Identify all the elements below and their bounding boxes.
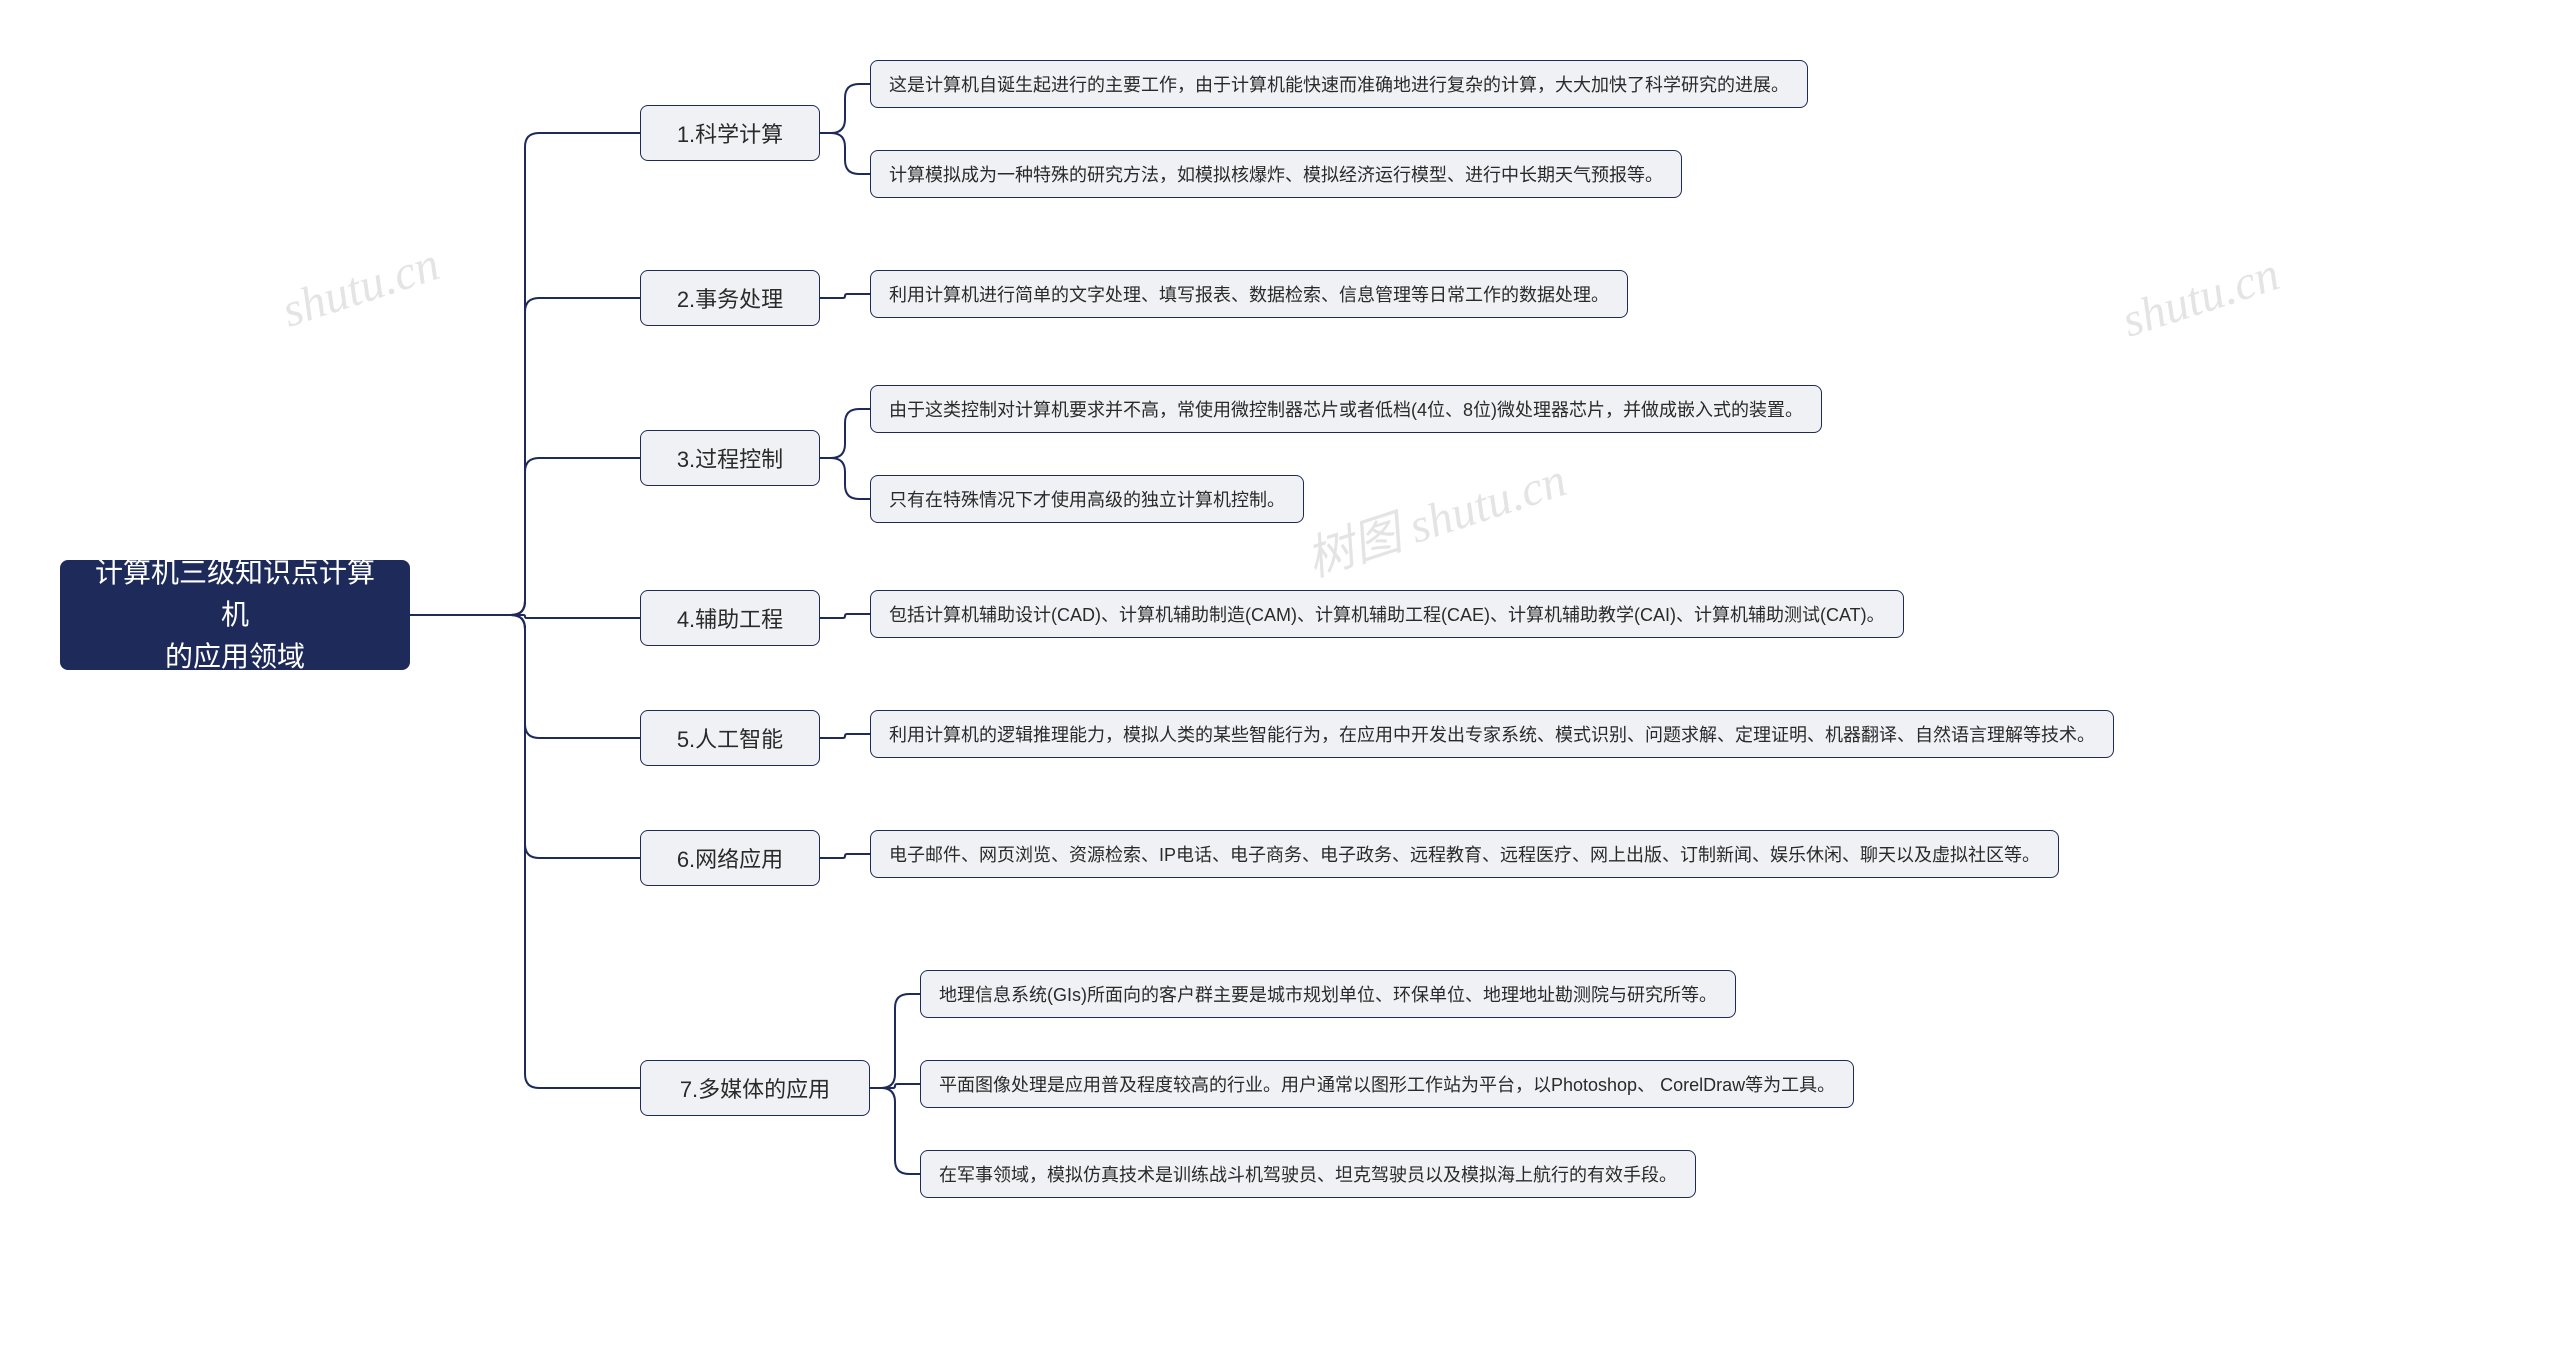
leaf-text: 只有在特殊情况下才使用高级的独立计算机控制。 xyxy=(889,486,1285,512)
leaf-node: 利用计算机的逻辑推理能力，模拟人类的某些智能行为，在应用中开发出专家系统、模式识… xyxy=(870,710,2114,758)
branch-label: 7.多媒体的应用 xyxy=(680,1072,830,1104)
leaf-text: 计算模拟成为一种特殊的研究方法，如模拟核爆炸、模拟经济运行模型、进行中长期天气预… xyxy=(889,161,1663,187)
branch-node-b5: 5.人工智能 xyxy=(640,710,820,766)
root-node: 计算机三级知识点计算机 的应用领域 xyxy=(60,560,410,670)
branch-node-b2: 2.事务处理 xyxy=(640,270,820,326)
leaf-text: 在军事领域，模拟仿真技术是训练战斗机驾驶员、坦克驾驶员以及模拟海上航行的有效手段… xyxy=(939,1161,1677,1187)
leaf-node: 由于这类控制对计算机要求并不高，常使用微控制器芯片或者低档(4位、8位)微处理器… xyxy=(870,385,1822,433)
branch-label: 5.人工智能 xyxy=(677,722,783,754)
watermark: shutu.cn xyxy=(2115,246,2285,348)
leaf-text: 电子邮件、网页浏览、资源检索、IP电话、电子商务、电子政务、远程教育、远程医疗、… xyxy=(889,841,2040,867)
root-line2: 的应用领域 xyxy=(165,636,305,678)
leaf-node: 电子邮件、网页浏览、资源检索、IP电话、电子商务、电子政务、远程教育、远程医疗、… xyxy=(870,830,2059,878)
leaf-text: 这是计算机自诞生起进行的主要工作，由于计算机能快速而准确地进行复杂的计算，大大加… xyxy=(889,71,1789,97)
leaf-text: 利用计算机的逻辑推理能力，模拟人类的某些智能行为，在应用中开发出专家系统、模式识… xyxy=(889,721,2095,747)
leaf-text: 利用计算机进行简单的文字处理、填写报表、数据检索、信息管理等日常工作的数据处理。 xyxy=(889,281,1609,307)
leaf-node: 在军事领域，模拟仿真技术是训练战斗机驾驶员、坦克驾驶员以及模拟海上航行的有效手段… xyxy=(920,1150,1696,1198)
leaf-text: 包括计算机辅助设计(CAD)、计算机辅助制造(CAM)、计算机辅助工程(CAE)… xyxy=(889,601,1885,627)
leaf-node: 计算模拟成为一种特殊的研究方法，如模拟核爆炸、模拟经济运行模型、进行中长期天气预… xyxy=(870,150,1682,198)
leaf-text: 平面图像处理是应用普及程度较高的行业。用户通常以图形工作站为平台，以Photos… xyxy=(939,1071,1835,1097)
watermark: shutu.cn xyxy=(275,236,445,338)
branch-node-b4: 4.辅助工程 xyxy=(640,590,820,646)
branch-node-b7: 7.多媒体的应用 xyxy=(640,1060,870,1116)
branch-label: 4.辅助工程 xyxy=(677,602,783,634)
branch-label: 3.过程控制 xyxy=(677,442,783,474)
root-line1: 计算机三级知识点计算机 xyxy=(82,552,388,636)
branch-label: 1.科学计算 xyxy=(677,117,783,149)
leaf-node: 这是计算机自诞生起进行的主要工作，由于计算机能快速而准确地进行复杂的计算，大大加… xyxy=(870,60,1808,108)
branch-label: 6.网络应用 xyxy=(677,842,783,874)
leaf-node: 地理信息系统(GIs)所面向的客户群主要是城市规划单位、环保单位、地理地址勘测院… xyxy=(920,970,1736,1018)
leaf-node: 平面图像处理是应用普及程度较高的行业。用户通常以图形工作站为平台，以Photos… xyxy=(920,1060,1854,1108)
leaf-text: 地理信息系统(GIs)所面向的客户群主要是城市规划单位、环保单位、地理地址勘测院… xyxy=(939,981,1717,1007)
branch-node-b1: 1.科学计算 xyxy=(640,105,820,161)
branch-node-b6: 6.网络应用 xyxy=(640,830,820,886)
mindmap-canvas: 计算机三级知识点计算机 的应用领域 1.科学计算 这是计算机自诞生起进行的主要工作… xyxy=(0,0,2560,1366)
leaf-node: 利用计算机进行简单的文字处理、填写报表、数据检索、信息管理等日常工作的数据处理。 xyxy=(870,270,1628,318)
leaf-text: 由于这类控制对计算机要求并不高，常使用微控制器芯片或者低档(4位、8位)微处理器… xyxy=(889,396,1803,422)
leaf-node: 只有在特殊情况下才使用高级的独立计算机控制。 xyxy=(870,475,1304,523)
leaf-node: 包括计算机辅助设计(CAD)、计算机辅助制造(CAM)、计算机辅助工程(CAE)… xyxy=(870,590,1904,638)
branch-node-b3: 3.过程控制 xyxy=(640,430,820,486)
branch-label: 2.事务处理 xyxy=(677,282,783,314)
watermark: 树图 shutu.cn xyxy=(1296,440,1574,590)
